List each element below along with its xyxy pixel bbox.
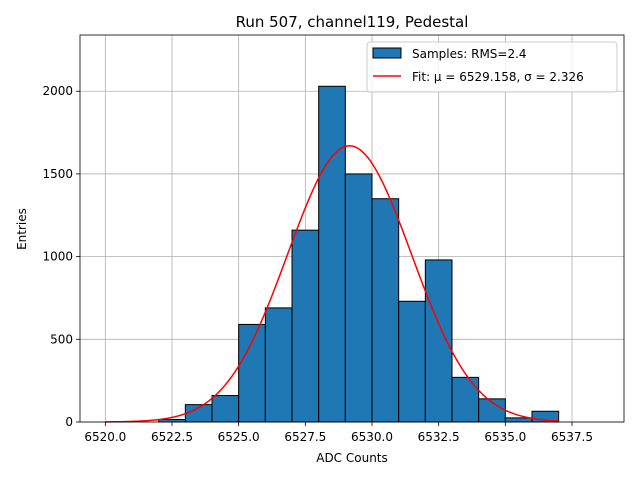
histogram-bar — [238, 323, 266, 423]
histogram-bar — [318, 85, 346, 423]
x-tick-label: 6522.5 — [151, 430, 193, 444]
x-axis-label: ADC Counts — [316, 451, 388, 465]
histogram-bar — [398, 300, 426, 423]
x-tick-label: 6520.0 — [84, 430, 126, 444]
histogram-bar — [291, 229, 320, 423]
y-tick-label: 1000 — [42, 250, 73, 264]
legend-histogram-label: Samples: RMS=2.4 — [412, 47, 527, 61]
histogram-bar — [504, 417, 533, 423]
x-tick-label: 6525.0 — [218, 430, 260, 444]
y-tick-label: 1500 — [42, 167, 73, 181]
histogram-bar — [344, 173, 373, 423]
axis-ticks: 6520.0 6522.5 6525.0 6527.5 6530.0 6532.5 6535… — [42, 84, 593, 444]
legend-fit-label: Fit: μ = 6529.158, σ = 2.326 — [412, 70, 584, 84]
x-tick-label: 6535.0 — [484, 430, 526, 444]
plot-frame — [79, 34, 625, 423]
histogram-bar — [211, 395, 240, 423]
histogram-bar — [451, 376, 480, 423]
histogram-bar — [371, 198, 400, 423]
histogram-bar — [424, 259, 453, 423]
histogram-bar — [264, 307, 293, 423]
histogram-bars — [158, 85, 560, 423]
y-axis-label: Entries — [15, 208, 29, 250]
legend: Samples: RMS=2.4 Fit: μ = 6529.158, σ = … — [366, 41, 618, 93]
fit-curve-layer — [105, 145, 559, 423]
chart-title: Run 507, channel119, Pedestal — [236, 13, 469, 31]
x-tick-label: 6532.5 — [418, 430, 460, 444]
fit-curve — [105, 145, 559, 423]
x-tick-label: 6527.5 — [284, 430, 326, 444]
y-tick-label: 2000 — [42, 84, 73, 98]
legend-box — [366, 41, 618, 93]
legend-histogram-swatch — [372, 47, 402, 59]
x-tick-label: 6530.0 — [351, 430, 393, 444]
y-tick-label: 500 — [50, 332, 73, 346]
y-tick-label: 0 — [65, 415, 73, 429]
x-tick-label: 6537.5 — [551, 430, 593, 444]
